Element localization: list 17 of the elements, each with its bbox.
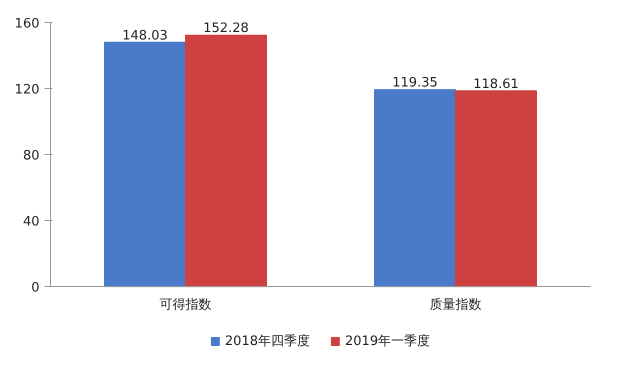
x-tick-label: 可得指数 xyxy=(160,298,212,313)
y-tick-label: 160 xyxy=(14,16,40,32)
data-label: 152.28 xyxy=(203,21,249,36)
legend-label: 2018年四季度 xyxy=(224,333,310,350)
bar xyxy=(185,34,267,288)
data-label: 119.35 xyxy=(392,76,438,91)
bar xyxy=(374,89,456,288)
y-tick-label: 80 xyxy=(22,148,40,164)
data-label: 118.61 xyxy=(473,76,519,92)
x-tick-label: 质量指数 xyxy=(430,298,482,313)
data-label: 148.03 xyxy=(122,28,168,44)
y-tick-label: 40 xyxy=(22,214,40,230)
y-tick-label: 0 xyxy=(31,280,40,296)
bar xyxy=(104,42,186,288)
bar xyxy=(455,90,537,288)
legend-label: 2019年一季度 xyxy=(345,333,430,350)
y-tick-label: 120 xyxy=(14,82,40,98)
